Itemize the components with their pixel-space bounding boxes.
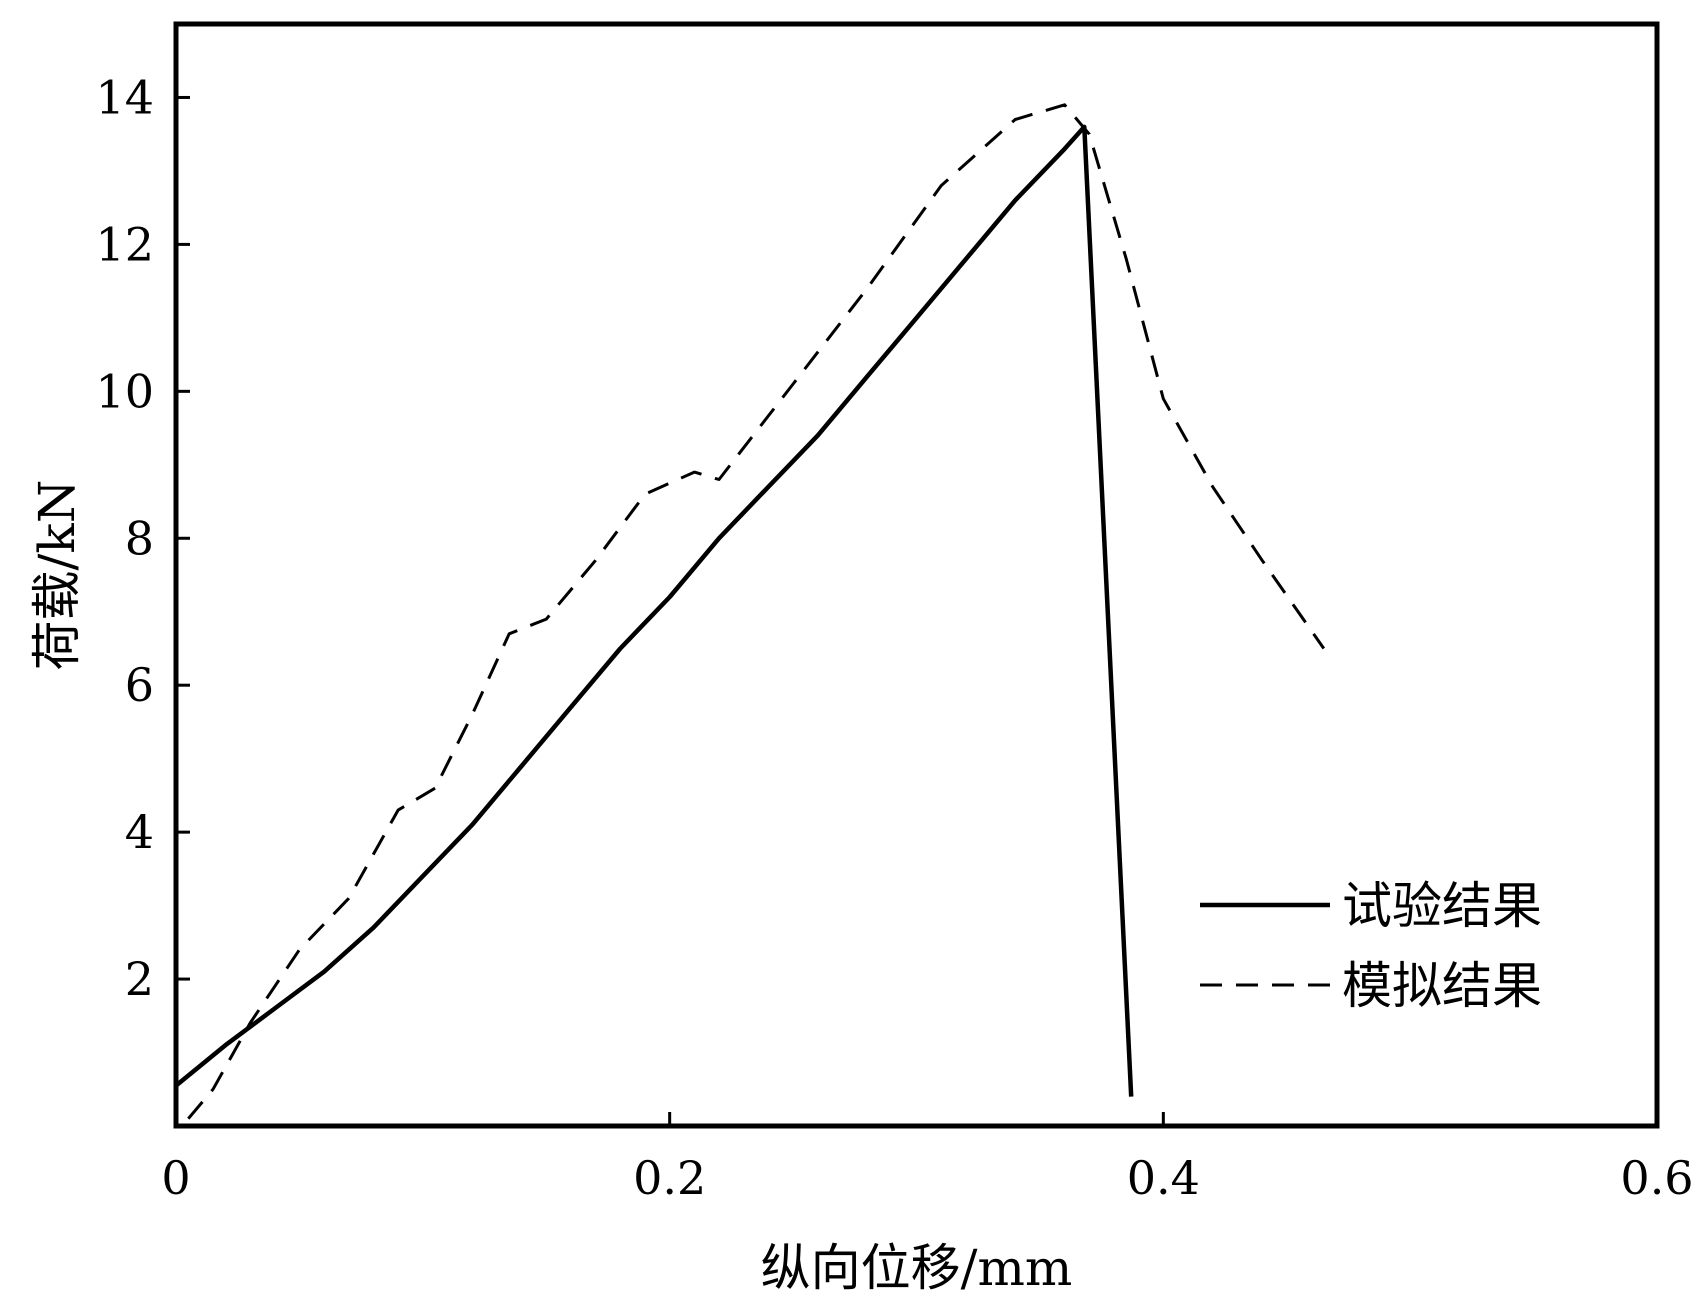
y-tick-label: 6	[125, 658, 154, 712]
x-tick-label: 0.2	[633, 1151, 706, 1205]
legend-label: 试验结果	[1342, 877, 1542, 935]
y-tick-label: 14	[95, 70, 154, 124]
x-tick-label: 0	[161, 1151, 190, 1205]
y-axis-ticks: 2 4 6 8 10 12 14	[95, 70, 190, 1006]
x-tick-label: 0.4	[1127, 1151, 1200, 1205]
legend-label: 模拟结果	[1342, 957, 1542, 1015]
y-tick-label: 4	[125, 805, 154, 859]
y-axis-title: 荷载/kN	[28, 480, 86, 671]
y-tick-label: 8	[125, 511, 154, 565]
x-tick-label: 0.6	[1620, 1151, 1693, 1205]
y-tick-label: 12	[95, 217, 154, 271]
series-layer	[174, 103, 1326, 1120]
x-axis-ticks: 0 0.2 0.4 0.6	[161, 1112, 1694, 1205]
y-tick-label: 10	[95, 364, 154, 418]
y-tick-label: 2	[125, 952, 154, 1006]
series-line-experiment	[174, 124, 1134, 1097]
plot-frame	[173, 21, 1660, 1129]
x-axis-title: 纵向位移/mm	[761, 1239, 1073, 1297]
series-line-simulation	[187, 103, 1326, 1120]
